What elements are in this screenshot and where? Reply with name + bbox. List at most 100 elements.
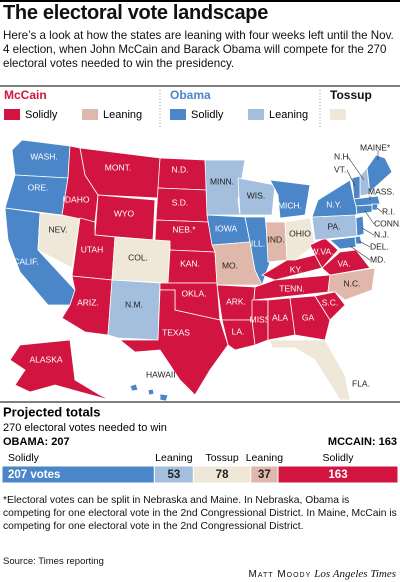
state xyxy=(204,159,246,216)
state-label: DEL. xyxy=(370,241,389,251)
leader-line xyxy=(361,227,375,236)
state xyxy=(251,299,269,346)
legend-swatch xyxy=(330,109,346,120)
state-label: S.D. xyxy=(172,197,189,207)
legend-heading: Tossup xyxy=(330,88,372,102)
totals-subtitle: 270 electoral votes needed to win xyxy=(3,422,167,434)
state-label: R.I. xyxy=(382,206,395,216)
state-label: LA. xyxy=(232,326,245,336)
state-label: VA. xyxy=(337,258,350,268)
bar-segment xyxy=(277,465,399,484)
state-label: MO. xyxy=(222,260,238,270)
state-label: UTAH xyxy=(81,244,104,254)
bar-header: Leaning xyxy=(155,452,193,464)
state xyxy=(269,179,311,219)
bar-header: Leaning xyxy=(246,452,284,464)
state-label: NEV. xyxy=(48,224,67,234)
state-label: WASH. xyxy=(30,151,58,161)
state xyxy=(314,291,346,321)
state-label: N.M. xyxy=(125,299,143,309)
state-label: ILL. xyxy=(251,238,265,248)
state-label: CALIF. xyxy=(13,256,39,266)
bar-value-label: 78 xyxy=(216,469,229,481)
state-label: MASS. xyxy=(368,186,394,196)
state-label: IND. xyxy=(268,234,285,244)
obama-total: OBAMA: 207 xyxy=(3,436,70,448)
footnote: *Electoral votes can be split in Nebrask… xyxy=(3,495,397,532)
state-label: ARIZ. xyxy=(77,297,99,307)
state-label: HAWAII xyxy=(146,369,176,379)
title: The electoral vote landscape xyxy=(3,2,269,24)
state xyxy=(329,236,357,250)
state xyxy=(147,388,155,396)
state-label: CONN. xyxy=(374,218,400,228)
state-label: N.D. xyxy=(172,164,189,174)
state-label: MD. xyxy=(370,254,386,264)
map: WASH. ORE. CALIF. NEV. IDAHO MONT. WYO UTAH ARIZ… xyxy=(4,139,400,402)
state-label: ORE. xyxy=(28,182,49,192)
state-label: N.Y. xyxy=(326,199,341,209)
state-label: IDAHO xyxy=(63,194,90,204)
state-label: S.C. xyxy=(322,297,339,307)
state-label: FLA. xyxy=(352,378,370,388)
state xyxy=(269,339,351,401)
state xyxy=(354,235,363,245)
leader-line xyxy=(346,169,356,187)
state xyxy=(355,204,373,215)
state xyxy=(321,249,371,276)
state-label: MICH. xyxy=(278,200,302,210)
state-label: MISS xyxy=(250,314,271,324)
legend: McCain Solidly Leaning Obama Solidly Leaning T… xyxy=(4,88,372,121)
state xyxy=(107,279,161,341)
legend-swatch xyxy=(170,109,186,120)
legend-heading: Obama xyxy=(170,88,211,102)
bar-value-label: 37 xyxy=(258,469,271,481)
legend-label: Leaning xyxy=(103,109,142,121)
legend-swatch xyxy=(82,109,98,120)
state xyxy=(237,177,276,216)
state-label: N.J. xyxy=(374,229,389,239)
state-label: ALA xyxy=(272,312,288,322)
state-label: MAINE* xyxy=(360,142,391,152)
totals-title: Projected totals xyxy=(3,404,101,419)
legend-heading: McCain xyxy=(4,88,47,102)
state-label: OHIO xyxy=(289,228,311,238)
state-label: KAN. xyxy=(180,258,200,268)
state xyxy=(118,289,229,396)
state xyxy=(371,203,379,211)
state-label: TEXAS xyxy=(162,327,190,337)
state xyxy=(221,319,256,351)
state xyxy=(129,383,139,392)
state xyxy=(9,339,111,401)
state-label: NEB.* xyxy=(172,224,196,234)
credit-name: Matt Moody xyxy=(248,569,312,580)
state-label: GA xyxy=(302,312,315,322)
bar-header: Solidly xyxy=(8,452,40,464)
state-label: VT. xyxy=(334,164,346,174)
state-label: OKLA. xyxy=(181,288,206,298)
legend-swatch xyxy=(4,109,20,120)
state-label: N.C. xyxy=(344,278,361,288)
leader-line xyxy=(347,156,365,181)
leader-line xyxy=(358,240,371,248)
totals: Projected totals 270 electoral votes need… xyxy=(1,404,399,484)
leader-line xyxy=(349,245,371,261)
bar-header: Tossup xyxy=(205,452,238,464)
state xyxy=(289,295,331,341)
intro: Here’s a look at how the states are lean… xyxy=(3,29,394,70)
bar-value-label: 53 xyxy=(167,469,180,481)
bar-value-label: 163 xyxy=(328,469,347,481)
state xyxy=(355,215,365,237)
state-label: COL. xyxy=(128,252,148,262)
state-label: MINN. xyxy=(210,176,234,186)
state-label: IOWA xyxy=(215,223,238,233)
state xyxy=(79,147,161,199)
state xyxy=(284,217,316,261)
state xyxy=(159,393,169,402)
mccain-total: MCCAIN: 163 xyxy=(328,436,397,448)
state-label: PA. xyxy=(327,221,340,231)
state-label: TENN. xyxy=(279,283,305,293)
legend-label: Solidly xyxy=(191,109,224,121)
